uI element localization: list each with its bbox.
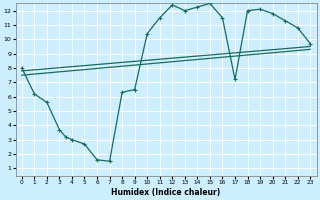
X-axis label: Humidex (Indice chaleur): Humidex (Indice chaleur) — [111, 188, 221, 197]
